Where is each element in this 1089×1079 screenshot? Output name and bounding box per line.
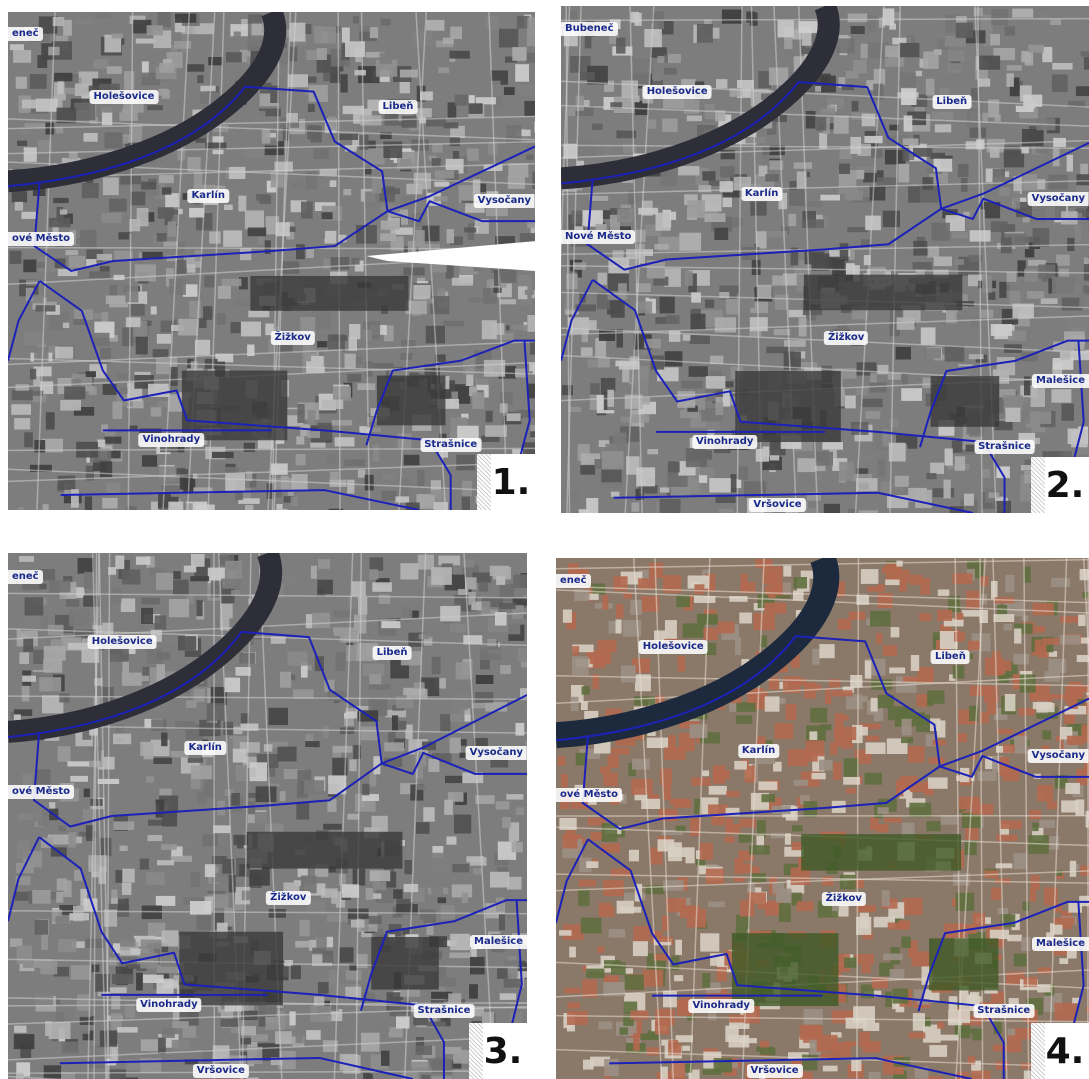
district-label-nove-mesto: ové Město: [8, 231, 74, 246]
district-label-holesovice: Holešovice: [89, 89, 159, 104]
district-label-strasnice: Strašnice: [420, 438, 482, 453]
district-label-malesice: Malešice: [1032, 936, 1089, 951]
panel-number-text: 4.: [1045, 1030, 1085, 1072]
park-area: [246, 831, 403, 869]
river: [561, 6, 840, 190]
district-label-vinohrady: Vinohrady: [136, 998, 202, 1013]
district-label-karlin: Karlín: [184, 740, 226, 755]
district-label-liben: Libeň: [378, 99, 418, 114]
map-panel-1: eneč Holešovice Libeň Karlín Vysočany ové Měs…: [8, 12, 535, 510]
district-label-vinohrady: Vinohrady: [688, 999, 754, 1014]
district-label-karlin: Karlín: [737, 743, 780, 758]
park-area: [731, 933, 839, 1007]
hatch-pattern: [469, 1023, 483, 1079]
river: [556, 558, 840, 749]
aerial-map-image: [8, 12, 535, 510]
district-label-bubenec: eneč: [8, 27, 43, 42]
hatch-pattern: [1031, 457, 1045, 513]
district-label-nove-mesto: Nové Město: [561, 229, 636, 244]
district-label-bubenec: Bubeneč: [561, 21, 618, 36]
district-label-vinohrady: Vinohrady: [691, 435, 758, 450]
district-label-vysocany: Vysočany: [1027, 191, 1089, 206]
aerial-map-image: [561, 6, 1089, 513]
district-label-vysocany: Vysočany: [1027, 748, 1089, 763]
park-area: [179, 931, 284, 1006]
district-label-vrsovice: Vršovice: [749, 498, 806, 513]
district-label-vrsovice: Vršovice: [192, 1064, 249, 1079]
district-label-nove-mesto: ové Město: [8, 785, 74, 800]
panel-number: 3.: [469, 1023, 527, 1079]
district-label-strasnice: Strašnice: [413, 1003, 475, 1018]
district-label-karlin: Karlín: [187, 189, 229, 204]
district-label-vysocany: Vysočany: [465, 745, 527, 760]
panel-number: 2.: [1031, 457, 1089, 513]
district-label-zizkov: Žižkov: [270, 331, 315, 346]
district-label-strasnice: Strašnice: [973, 1004, 1035, 1019]
district-boundaries: [8, 630, 527, 1079]
panel-number-text: 3.: [483, 1030, 523, 1072]
park-area: [801, 834, 962, 871]
panel-number: 4.: [1031, 1023, 1089, 1079]
aerial-map-image: [556, 558, 1089, 1079]
district-label-malesice: Malešice: [1032, 374, 1089, 389]
park-area: [735, 371, 841, 443]
missing-imagery: [366, 241, 535, 271]
street-grid: [8, 12, 535, 510]
panel-number-text: 2.: [1045, 464, 1085, 506]
district-label-liben: Libeň: [372, 645, 412, 660]
district-label-vrsovice: Vršovice: [746, 1064, 803, 1079]
district-label-zizkov: Žižkov: [823, 331, 869, 346]
district-label-liben: Libeň: [932, 95, 972, 110]
district-label-holesovice: Holešovice: [638, 639, 708, 654]
district-boundaries: [556, 635, 1089, 1079]
district-label-vysocany: Vysočany: [473, 194, 535, 209]
park-area: [250, 275, 409, 311]
map-panel-2: Bubeneč Holešovice Libeň Karlín Vysočany Nové…: [561, 6, 1089, 513]
district-label-zizkov: Žižkov: [821, 892, 866, 907]
district-label-vinohrady: Vinohrady: [138, 433, 205, 448]
park-area: [181, 370, 288, 441]
map-panel-3: eneč Holešovice Libeň Karlín Vysočany ové Měs…: [8, 553, 527, 1079]
panel-number: 1.: [477, 454, 535, 510]
hatch-pattern: [477, 454, 491, 510]
hatch-pattern: [1031, 1023, 1045, 1079]
district-boundaries: [8, 85, 535, 510]
panel-number-text: 1.: [491, 461, 531, 503]
park-area: [803, 274, 963, 311]
river: [8, 12, 287, 193]
district-label-liben: Libeň: [930, 649, 970, 664]
district-label-strasnice: Strašnice: [974, 440, 1035, 455]
district-label-zizkov: Žižkov: [266, 890, 311, 905]
urban-texture: [10, 554, 527, 1079]
district-label-bubenec: eneč: [556, 574, 591, 589]
district-label-nove-mesto: ové Město: [556, 788, 622, 803]
river: [8, 553, 283, 743]
district-label-holesovice: Holešovice: [642, 85, 712, 100]
district-boundaries: [561, 81, 1089, 513]
map-panel-4: eneč Holešovice Libeň Karlín Vysočany ové Měs…: [556, 558, 1089, 1079]
aerial-map-image: [8, 553, 527, 1079]
district-label-karlin: Karlín: [740, 186, 783, 201]
district-label-malesice: Malešice: [470, 935, 527, 950]
district-label-holesovice: Holešovice: [87, 635, 157, 650]
district-label-bubenec: eneč: [8, 569, 43, 584]
